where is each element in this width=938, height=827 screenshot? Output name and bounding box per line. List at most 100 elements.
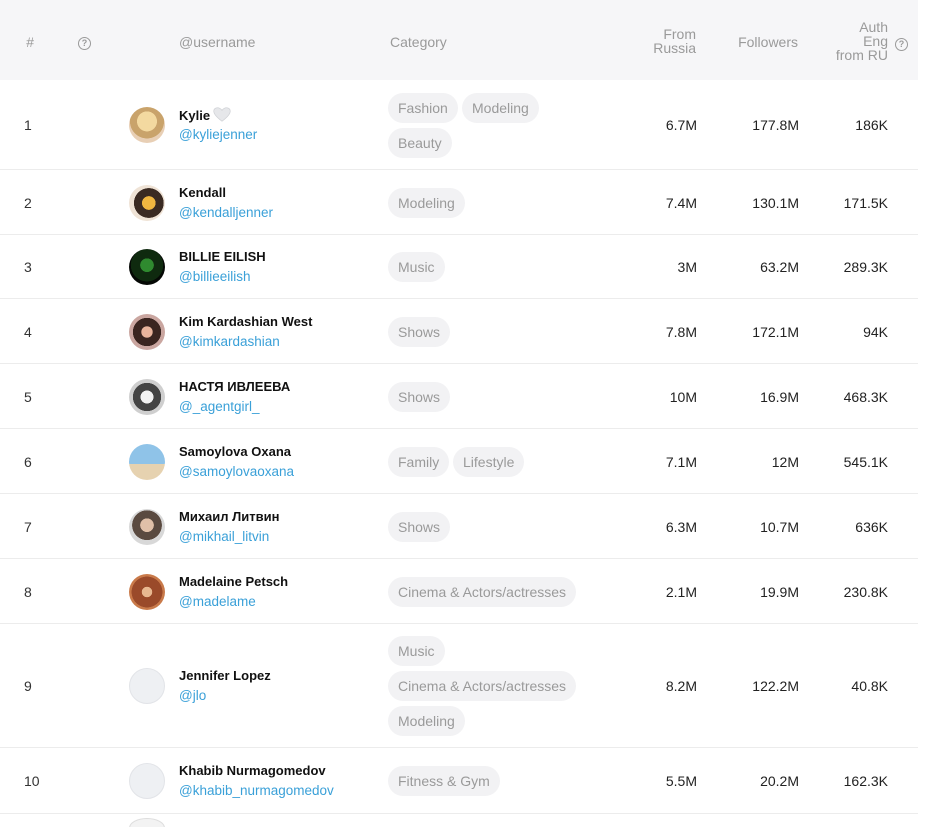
avatar[interactable]: [129, 508, 165, 545]
category-tag[interactable]: Cinema & Actors/actresses: [388, 671, 577, 701]
table-row[interactable]: 4 Kim Kardashian West @kimkardashian Shows 7…: [0, 299, 918, 364]
influencer-name[interactable]: Khabib Nurmagomedov: [179, 763, 326, 778]
influencer-name-text: Kim Kardashian West: [179, 313, 313, 329]
influencer-handle-link[interactable]: @billieeilish: [179, 269, 251, 284]
category-tag[interactable]: Shows: [388, 381, 451, 412]
rank-number: 2: [24, 194, 32, 211]
table-row[interactable]: 10 Khabib Nurmagomedov @khabib_nurmagomedo…: [0, 748, 918, 814]
header-from-line2: Russia: [653, 40, 696, 56]
category-tag[interactable]: Fitness & Gym: [388, 766, 500, 796]
followers-value: 16.9M: [760, 388, 799, 405]
header-username[interactable]: @username: [179, 34, 256, 50]
influencer-handle-link[interactable]: @jlo: [179, 688, 207, 703]
auth-eng-value: 636K: [855, 518, 888, 535]
table-row[interactable]: 7 Михаил Литвин @mikhail_litvin Shows 6.3M 10…: [0, 494, 918, 559]
header-auth-line3: from RU: [835, 47, 888, 63]
avatar[interactable]: [129, 313, 165, 350]
header-category[interactable]: Category: [390, 34, 447, 50]
category-tag[interactable]: Fashion: [388, 92, 458, 123]
table-row[interactable]: 5 НАСТЯ ИВЛЕЕВА @_agentgirl_ Shows 10M 16.9M 4…: [0, 364, 918, 429]
header-auth-line1: Auth: [859, 19, 888, 35]
table-row[interactable]: 9 Jennifer Lopez @jlo Music Cinema & Actors/…: [0, 624, 918, 748]
influencer-name-text: НАСТЯ ИВЛЕЕВА: [179, 378, 291, 394]
from-russia-value: 3M: [677, 259, 697, 275]
category-tag[interactable]: Family: [388, 446, 450, 477]
auth-eng-value: 230.8K: [843, 583, 888, 600]
avatar[interactable]: [129, 443, 165, 480]
influencer-name[interactable]: Madelaine Petsch: [179, 574, 288, 589]
rank-number: 10: [24, 773, 40, 789]
avatar[interactable]: [129, 763, 165, 799]
influencer-handle-link[interactable]: @madelame: [179, 593, 256, 609]
rank-number: 7: [24, 518, 32, 535]
help-icon[interactable]: ?: [78, 33, 91, 50]
auth-eng-value: 171.5K: [843, 194, 888, 211]
header-rank[interactable]: #: [26, 34, 34, 50]
header-auth-line2: Eng: [863, 33, 888, 49]
influencer-handle-link[interactable]: @samoylovaoxana: [179, 463, 295, 479]
table-row[interactable]: 6 Samoylova Oxana @samoylovaoxana Family Lif…: [0, 429, 918, 494]
category-tag[interactable]: Shows: [388, 316, 451, 347]
influencer-name[interactable]: Kylie: [179, 107, 231, 125]
from-russia-value: 5.5M: [665, 773, 697, 789]
category-tag[interactable]: Music: [388, 252, 445, 282]
auth-eng-value: 545.1K: [843, 453, 888, 470]
influencer-handle-link[interactable]: @kimkardashian: [179, 333, 280, 349]
table-row[interactable]: 1 Kylie @kyliejenner Fashion Modeling Beauty 6…: [0, 80, 918, 170]
heart-icon: [213, 107, 231, 125]
table-row[interactable]: 8 Madelaine Petsch @madelame Cinema & Actor…: [0, 559, 918, 624]
table-row[interactable]: 2 Kendall @kendalljenner Modeling 7.4M 130.1M…: [0, 170, 918, 235]
header-from-russia[interactable]: From Russia: [640, 27, 696, 55]
influencer-name[interactable]: Kim Kardashian West: [179, 314, 312, 329]
auth-eng-value: 468.3K: [843, 388, 888, 405]
avatar[interactable]: [129, 249, 165, 285]
table-row[interactable]: 3 BILLIE EILISH @billieeilish Music 3M 63.2M 2…: [0, 235, 918, 299]
influencer-handle-link[interactable]: @kendalljenner: [179, 204, 274, 220]
auth-eng-value: 162.3K: [843, 773, 888, 789]
rank-number: 6: [24, 453, 32, 470]
rank-number: 9: [24, 678, 32, 694]
influencer-name[interactable]: Kendall: [179, 185, 226, 200]
avatar[interactable]: [129, 107, 165, 143]
followers-value: 20.2M: [760, 773, 799, 789]
rank-number: 1: [24, 117, 32, 133]
influencer-name[interactable]: НАСТЯ ИВЛЕЕВА: [179, 379, 290, 394]
header-from-line1: From: [663, 26, 696, 42]
header-followers[interactable]: Followers: [738, 34, 798, 50]
from-russia-value: 6.7M: [665, 117, 697, 133]
followers-value: 10.7M: [760, 518, 799, 535]
category-tag[interactable]: Lifestyle: [453, 446, 525, 477]
followers-value: 172.1M: [752, 323, 799, 340]
category-tag[interactable]: Modeling: [462, 92, 539, 123]
auth-help-icon[interactable]: ?: [895, 34, 908, 51]
category-tag[interactable]: Music: [388, 636, 445, 666]
influencer-handle-link[interactable]: @khabib_nurmagomedov: [179, 783, 334, 798]
influencer-handle-link[interactable]: @_agentgirl_: [179, 398, 260, 414]
category-tag[interactable]: Beauty: [388, 127, 452, 158]
influencer-handle-link[interactable]: @kyliejenner: [179, 127, 258, 142]
header-auth-eng[interactable]: Auth Eng from RU: [810, 20, 888, 62]
avatar[interactable]: [129, 573, 165, 610]
influencer-name[interactable]: BILLIE EILISH: [179, 249, 266, 264]
from-russia-value: 7.8M: [665, 323, 697, 340]
followers-value: 63.2M: [760, 259, 799, 275]
category-tag[interactable]: Cinema & Actors/actresses: [388, 576, 577, 607]
avatar[interactable]: [129, 668, 165, 704]
auth-eng-value: 186K: [855, 117, 888, 133]
category-tag[interactable]: Modeling: [388, 187, 465, 218]
avatar[interactable]: [129, 378, 165, 415]
influencer-name[interactable]: Samoylova Oxana: [179, 444, 291, 459]
influencer-name[interactable]: Jennifer Lopez: [179, 668, 271, 683]
followers-value: 130.1M: [752, 194, 799, 211]
rank-number: 8: [24, 583, 32, 600]
category-tag[interactable]: Shows: [388, 511, 451, 542]
table-header: # ? @username Category From Russia Follo…: [0, 0, 918, 80]
from-russia-value: 2.1M: [665, 583, 697, 600]
influencer-name-text: Kendall: [179, 184, 226, 200]
avatar[interactable]: [129, 184, 165, 221]
category-tag[interactable]: Modeling: [388, 706, 465, 736]
auth-eng-value: 94K: [863, 323, 888, 340]
influencer-name[interactable]: Михаил Литвин: [179, 509, 279, 524]
from-russia-value: 6.3M: [665, 518, 697, 535]
influencer-handle-link[interactable]: @mikhail_litvin: [179, 528, 270, 544]
